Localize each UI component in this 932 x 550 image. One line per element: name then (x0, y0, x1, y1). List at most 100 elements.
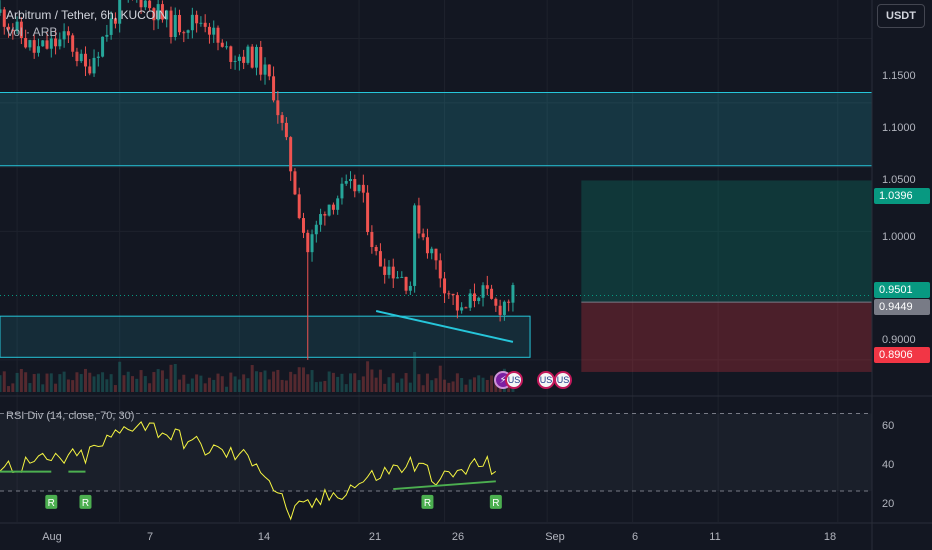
candle-body (387, 267, 390, 275)
marker-label: R (492, 498, 499, 509)
volume-bar (375, 378, 378, 392)
volume-bar (28, 383, 31, 392)
volume-bar (268, 379, 271, 392)
candle-body (392, 267, 395, 279)
candle-body (204, 23, 207, 27)
last-price-tag: 0.9501 (874, 282, 930, 298)
candle-body (375, 247, 378, 251)
candle-body (332, 205, 335, 210)
candle-body (383, 267, 386, 275)
rsi-tick: 40 (882, 459, 894, 471)
volume-bar (387, 377, 390, 392)
volume-bar (315, 382, 318, 392)
currency-button[interactable]: USDT (877, 4, 925, 28)
candle-body (105, 35, 108, 37)
volume-bar (7, 386, 10, 392)
candle-body (97, 57, 100, 58)
volume-bar (178, 380, 181, 392)
target-price-tag: 1.0396 (874, 188, 930, 204)
volume-bar (345, 384, 348, 392)
candle-body (24, 38, 27, 47)
candle-body (140, 0, 143, 7)
volume-bar (289, 372, 292, 392)
time-tick: 7 (147, 531, 153, 543)
candle-body (276, 100, 279, 115)
candle-body (379, 251, 382, 266)
us-flag-icon[interactable]: US (537, 371, 555, 389)
candle-body (178, 15, 181, 32)
demand-zone (0, 316, 530, 357)
volume-bar (306, 374, 309, 392)
price-tick: 0.9000 (882, 334, 916, 346)
volume-bar (396, 383, 399, 392)
price-tick: 1.1500 (882, 70, 916, 82)
volume-bar (135, 379, 138, 392)
time-tick: 6 (632, 531, 638, 543)
volume-bar (443, 380, 446, 392)
candle-body (281, 115, 284, 123)
candle-body (319, 214, 322, 225)
volume-bars (0, 352, 514, 392)
candle-body (84, 54, 87, 67)
time-tick: 11 (709, 531, 720, 543)
candle-body (50, 38, 53, 48)
candle-body (182, 32, 185, 33)
volume-bar (131, 376, 134, 392)
candle-body (221, 43, 224, 47)
volume-bar (93, 376, 96, 392)
symbol-title: Arbitrum / Tether, 6h, KUCOIN (6, 8, 167, 22)
volume-bar (3, 371, 6, 392)
us-flag-icon[interactable]: US (554, 371, 572, 389)
volume-bar (302, 367, 305, 392)
candle-body (285, 123, 288, 137)
candle-body (499, 306, 502, 315)
candle-body (93, 58, 96, 73)
volume-bar (127, 372, 130, 392)
candle-body (345, 181, 348, 184)
us-flag-icon[interactable]: US (505, 371, 523, 389)
candle-body (396, 277, 399, 278)
volume-bar (63, 372, 66, 392)
candle-body (490, 289, 493, 299)
candle-body (28, 40, 31, 47)
candle-body (477, 298, 480, 301)
volume-bar (293, 374, 296, 392)
volume-bar (199, 376, 202, 392)
volume-bar (101, 372, 104, 392)
rsi-tick: 60 (882, 420, 894, 432)
volume-bar (195, 374, 198, 392)
candle-body (422, 233, 425, 237)
volume-bar (144, 376, 147, 392)
volume-bar (161, 370, 164, 392)
volume-bar (469, 379, 472, 392)
time-tick: Sep (545, 531, 565, 543)
volume-bar (413, 352, 416, 392)
volume-bar (323, 381, 326, 392)
volume-bar (340, 374, 343, 392)
volume-bar (221, 376, 224, 392)
price-tick: 1.0500 (882, 174, 916, 186)
candle-body (148, 1, 151, 9)
volume-bar (422, 385, 425, 392)
volume-bar (165, 379, 168, 392)
volume-bar (157, 369, 160, 392)
candle-body (229, 46, 232, 62)
candle-body (460, 307, 463, 310)
candles[interactable] (0, 0, 514, 360)
time-tick: 18 (824, 531, 836, 543)
candle-body (328, 205, 331, 216)
candle-body (511, 285, 514, 303)
volume-bar (174, 364, 177, 392)
candle-body (409, 286, 412, 291)
volume-bar (366, 361, 369, 392)
candle-body (88, 66, 91, 73)
zones (0, 93, 872, 372)
candle-body (80, 54, 83, 61)
volume-bar (281, 380, 284, 392)
volume-bar (426, 374, 429, 392)
volume-bar (452, 381, 455, 392)
candle-body (63, 31, 66, 39)
